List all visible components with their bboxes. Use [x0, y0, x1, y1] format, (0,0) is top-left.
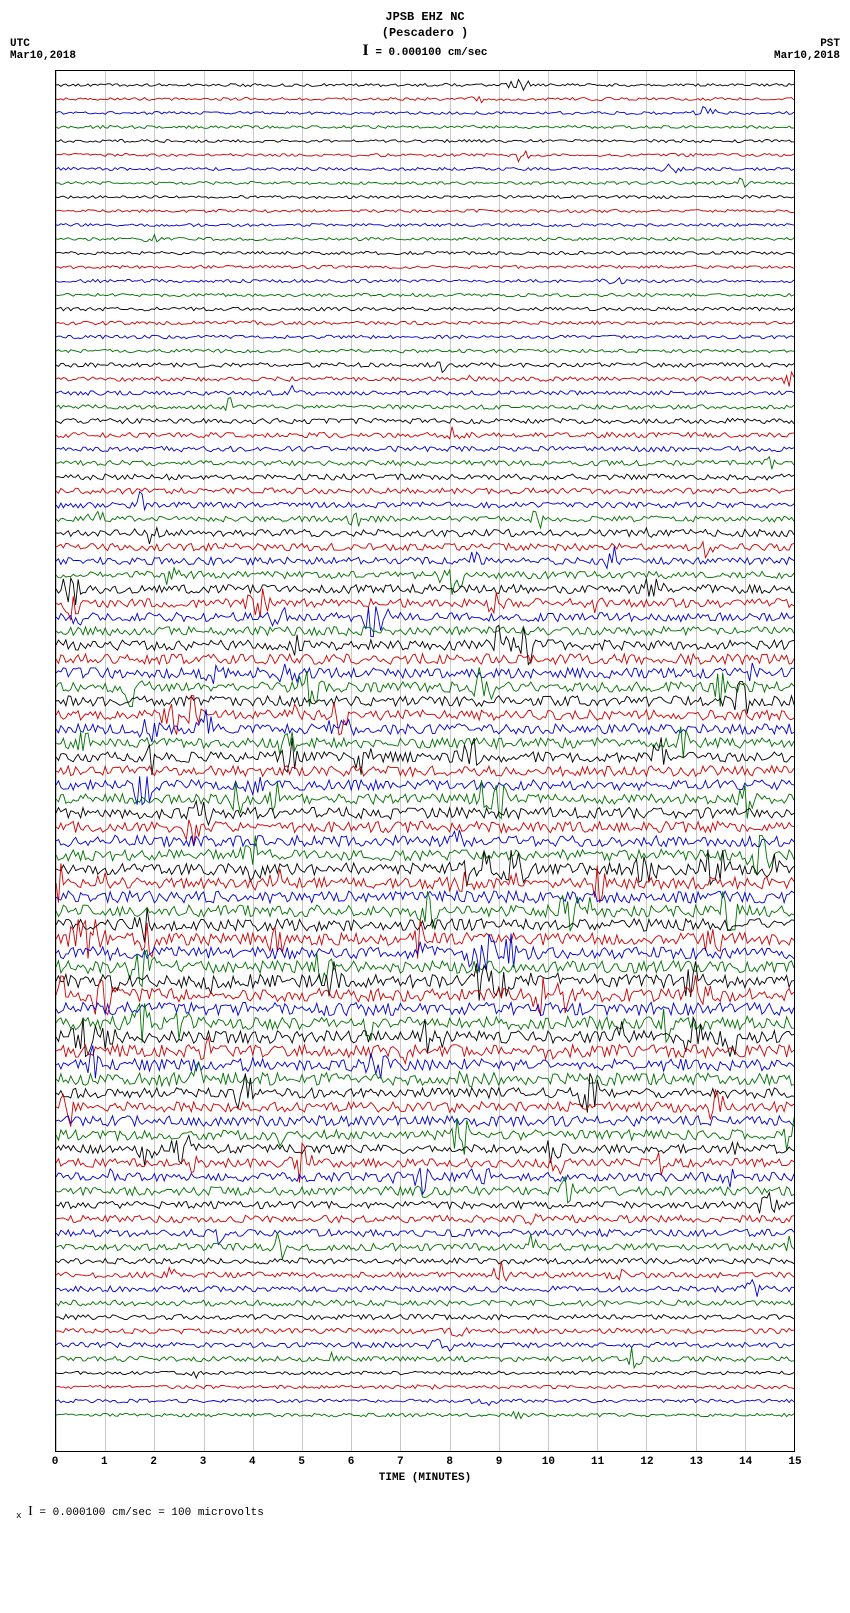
tz-right-label: PST: [774, 38, 840, 50]
x-tick-label: 11: [591, 1456, 604, 1468]
scale-indicator: I = 0.000100 cm/sec: [10, 41, 840, 62]
x-tick-label: 8: [446, 1456, 453, 1468]
header: UTC Mar10,2018 JPSB EHZ NC (Pescadero ) …: [10, 10, 840, 70]
x-tick-label: 6: [348, 1456, 355, 1468]
footer-scale: x I = 0.000100 cm/sec = 100 microvolts: [16, 1504, 840, 1521]
scale-text: = 0.000100 cm/sec: [375, 47, 487, 59]
title-block: JPSB EHZ NC (Pescadero ) I = 0.000100 cm…: [10, 10, 840, 62]
tz-left-label: UTC: [10, 38, 76, 50]
x-tick-label: 10: [542, 1456, 555, 1468]
seismogram-container: UTC Mar10,2018 JPSB EHZ NC (Pescadero ) …: [10, 10, 840, 1521]
x-tick-label: 14: [739, 1456, 752, 1468]
trace-row: [56, 1408, 794, 1422]
footer-text: = 0.000100 cm/sec = 100 microvolts: [39, 1507, 263, 1519]
tz-left: UTC Mar10,2018: [10, 38, 76, 62]
x-tick-label: 13: [690, 1456, 703, 1468]
tz-right: PST Mar10,2018: [774, 38, 840, 62]
x-tick-label: 0: [52, 1456, 59, 1468]
x-axis-label: TIME (MINUTES): [379, 1472, 471, 1484]
waveform: [56, 1394, 794, 1436]
x-axis: TIME (MINUTES) 0123456789101112131415: [55, 1452, 795, 1492]
station-location: (Pescadero ): [10, 26, 840, 42]
x-tick-label: 9: [496, 1456, 503, 1468]
plot-area: 08:0000:1509:0001:1510:0002:1511:0003:15…: [55, 70, 795, 1452]
x-tick-label: 1: [101, 1456, 108, 1468]
x-tick-label: 15: [788, 1456, 801, 1468]
x-axis-wrap: TIME (MINUTES) 0123456789101112131415: [55, 1452, 795, 1492]
x-tick-label: 7: [397, 1456, 404, 1468]
x-tick-label: 12: [640, 1456, 653, 1468]
station-id: JPSB EHZ NC: [10, 10, 840, 26]
plot: 08:0000:1509:0001:1510:0002:1511:0003:15…: [56, 71, 794, 1451]
tz-right-date: Mar10,2018: [774, 50, 840, 62]
x-tick-label: 3: [200, 1456, 207, 1468]
x-tick-label: 2: [150, 1456, 157, 1468]
x-tick-label: 5: [298, 1456, 305, 1468]
x-tick-label: 4: [249, 1456, 256, 1468]
tz-left-date: Mar10,2018: [10, 50, 76, 62]
